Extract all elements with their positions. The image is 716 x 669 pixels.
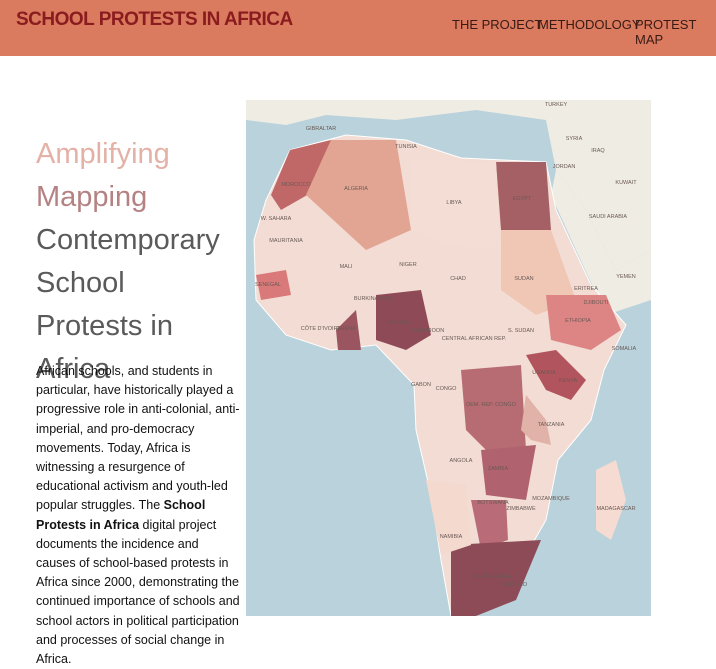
map-label: CENTRAL AFRICAN REP. [442, 336, 507, 342]
country [411, 160, 501, 250]
nav-link[interactable]: THE PROJECT [452, 17, 543, 32]
map-label: GHANA [336, 326, 356, 332]
country [461, 365, 526, 470]
map-label: NAMIBIA [440, 534, 463, 540]
map-label: W. SAHARA [261, 216, 292, 222]
map-label: CHAD [450, 276, 466, 282]
map-label: YEMEN [616, 274, 636, 280]
madagascar [596, 460, 626, 540]
map-label: ANGOLA [450, 458, 473, 464]
map-label: SAUDI ARABIA [589, 214, 628, 220]
map-label: TURKEY [545, 102, 568, 108]
hero-word: Mapping [36, 181, 148, 213]
map-label: TANZANIA [538, 422, 565, 428]
map-labels: TURKEY SYRIA IRAQ JORDAN KUWAIT SAUDI AR… [255, 102, 637, 588]
map-label: LIBYA [446, 200, 462, 206]
text: African schools, and students in particu… [36, 364, 240, 513]
map-label: CÔTE D'IVOIRE [301, 325, 342, 332]
land [246, 100, 651, 270]
map-label: ALGERIA [344, 186, 368, 192]
protest-map[interactable]: TURKEY SYRIA IRAQ JORDAN KUWAIT SAUDI AR… [246, 100, 651, 616]
map-label: UGANDA [532, 370, 556, 376]
map-label: KENYA [559, 378, 578, 384]
map-label: GABON [411, 382, 431, 388]
map-label: JORDAN [553, 164, 576, 170]
country [376, 290, 431, 350]
country [546, 295, 621, 350]
map-label: SOUTH AFRICA [471, 574, 512, 580]
map-label: GIBRALTAR [306, 126, 336, 132]
bold-text: School Protests in Africa [36, 498, 206, 532]
map-label: SENEGAL [255, 282, 281, 288]
country [306, 140, 411, 250]
country [501, 230, 576, 315]
country [451, 540, 541, 616]
country [481, 445, 536, 500]
country [336, 310, 361, 350]
map-label: CONGO [436, 386, 458, 392]
map-label: IRAQ [591, 148, 605, 154]
hero-heading: Contemporary School Protests in Africa [36, 224, 220, 385]
country [526, 350, 586, 400]
country [471, 500, 508, 550]
map-label: ZIMBABWE [506, 506, 536, 512]
map-label: BURKINA FASO [354, 296, 395, 302]
map-label: MALI [340, 264, 353, 270]
map-label: EGYPT [513, 196, 532, 202]
map-label: MOZAMBIQUE [532, 496, 570, 502]
header: SCHOOL PROTESTS IN AFRICA THE PROJECT ME… [0, 0, 716, 56]
map-label: ETHIOPIA [565, 318, 591, 324]
map-label: ERITREA [574, 286, 598, 292]
map-label: MOROCCO [281, 182, 311, 188]
map-label: MADAGASCAR [596, 506, 635, 512]
map-label: SUDAN [514, 276, 533, 282]
text: digital project documents the incidence … [36, 517, 240, 667]
map-label: MAURITANIA [269, 238, 303, 244]
site-title[interactable]: SCHOOL PROTESTS IN AFRICA [16, 9, 293, 30]
map-label: SYRIA [566, 136, 583, 142]
map-label: BOTSWANA [477, 500, 509, 506]
country [256, 270, 291, 300]
map-label: DJIBOUTI [583, 300, 609, 306]
country [521, 395, 551, 445]
nav-link[interactable]: PROTEST MAP [635, 17, 697, 47]
map-label: DEM. REP. CONGO [466, 402, 516, 408]
map-label: KUWAIT [615, 180, 637, 186]
hero-word: Amplifying [36, 138, 170, 170]
map-label: ZAMBIA [488, 466, 509, 472]
map-label: SOMALIA [612, 346, 637, 352]
country [426, 480, 471, 555]
map-label: CAMEROON [412, 328, 444, 334]
intro-paragraph: African schools, and students in particu… [36, 362, 241, 669]
map-label: NIGERIA [387, 320, 410, 326]
nav-link[interactable]: METHODOLOGY [538, 17, 641, 32]
map-label: LESOTHO [501, 582, 528, 588]
country [271, 140, 331, 210]
map-label: S. SUDAN [508, 328, 534, 334]
land [551, 170, 651, 315]
country [496, 162, 551, 230]
map-label: TUNISIA [395, 144, 417, 150]
map-label: NIGER [399, 262, 416, 268]
